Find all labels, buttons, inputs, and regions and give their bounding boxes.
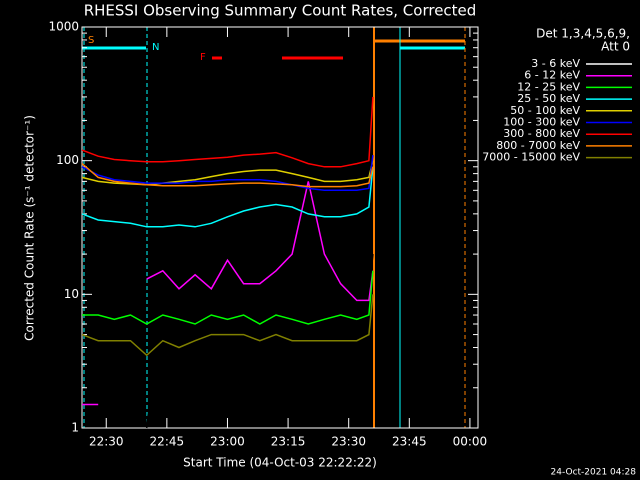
legend-label: 100 - 300 keV [503, 116, 580, 129]
series-line [81, 155, 374, 192]
legend-title: Att 0 [601, 40, 630, 54]
legend-label: 12 - 25 keV [517, 80, 580, 93]
series-line [82, 270, 374, 325]
y-tick-label: 100 [56, 153, 79, 167]
legend-label: 800 - 7000 keV [496, 139, 580, 152]
series-line [81, 294, 374, 357]
legend-label: 6 - 12 keV [524, 69, 580, 82]
y-axis-label: Corrected Count Rate (s⁻¹ detector⁻¹) [23, 115, 37, 341]
x-tick-label: 23:00 [210, 435, 245, 449]
series-line [82, 181, 374, 406]
series-line [81, 163, 374, 188]
x-tick-label: 22:30 [89, 435, 124, 449]
x-tick-label: 23:45 [392, 435, 427, 449]
flag-label: S [88, 35, 94, 46]
series-line [145, 187, 374, 429]
plot-frame [81, 26, 479, 429]
legend-label: 300 - 800 keV [503, 127, 580, 140]
legend-title: Det 1,3,4,5,6,9, [536, 27, 630, 41]
x-tick-label: 23:30 [331, 435, 366, 449]
y-tick-label: 1000 [48, 20, 79, 34]
flag-label: F [200, 52, 206, 63]
x-axis-label: Start Time (04-Oct-03 22:22:22) [183, 456, 377, 470]
flag-label: N [152, 42, 159, 53]
legend-label: 7000 - 15000 keV [482, 151, 580, 164]
legend-label: 50 - 100 keV [510, 104, 580, 117]
series-line [81, 96, 374, 168]
legend-label: 25 - 50 keV [517, 92, 580, 105]
x-tick-label: 23:15 [271, 435, 306, 449]
x-tick-label: 22:45 [150, 435, 185, 449]
legend-label: 3 - 6 keV [531, 57, 580, 70]
chart-title: RHESSI Observing Summary Count Rates, Co… [84, 2, 477, 20]
footer: 24-Oct-2021 04:28 [551, 468, 637, 478]
y-tick-label: 1 [71, 421, 79, 435]
y-tick-label: 10 [64, 287, 79, 301]
x-tick-label: 00:00 [453, 435, 488, 449]
series-line [81, 166, 374, 228]
